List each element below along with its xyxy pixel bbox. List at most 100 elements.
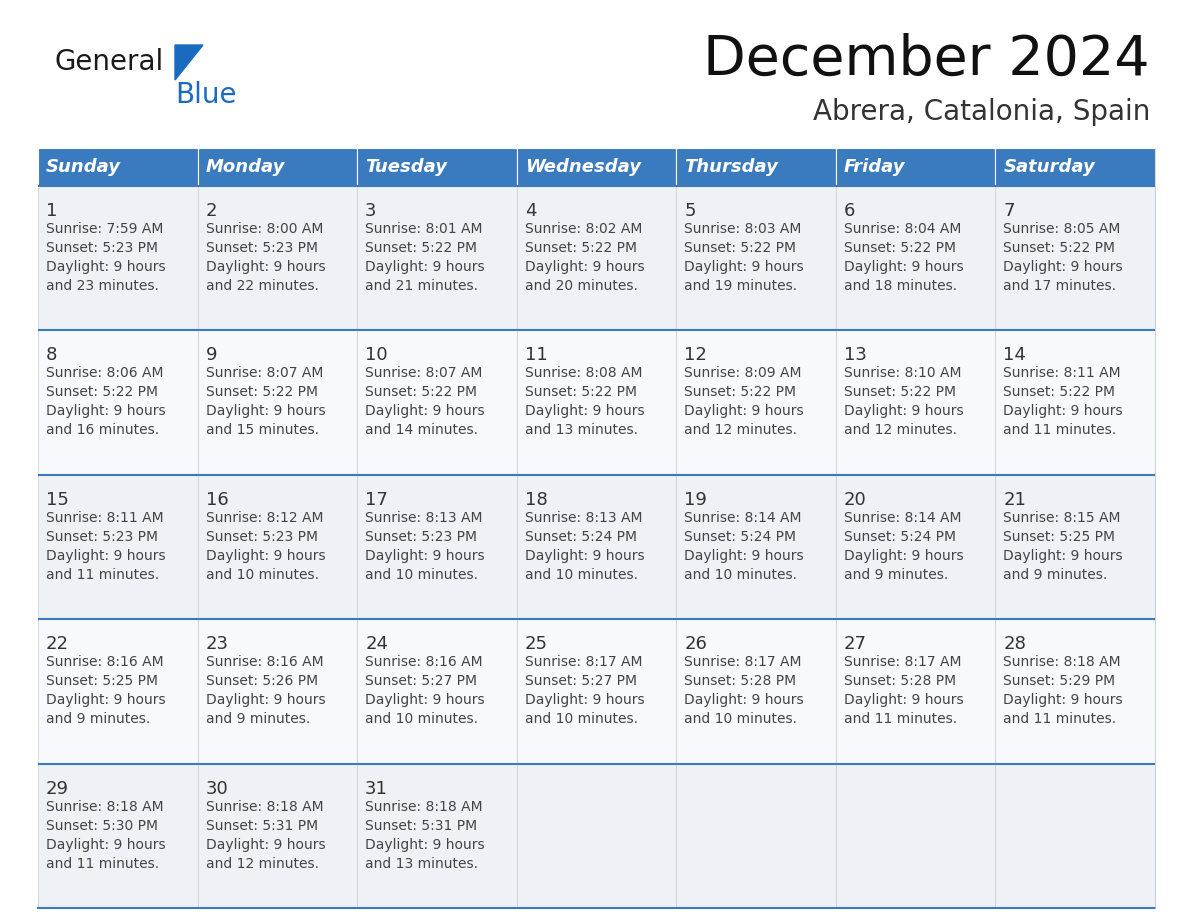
Text: 8: 8 xyxy=(46,346,57,364)
Text: and 21 minutes.: and 21 minutes. xyxy=(365,279,478,293)
Text: Sunset: 5:24 PM: Sunset: 5:24 PM xyxy=(525,530,637,543)
Text: and 10 minutes.: and 10 minutes. xyxy=(684,712,797,726)
Bar xyxy=(358,620,517,764)
Text: Sunrise: 8:18 AM: Sunrise: 8:18 AM xyxy=(365,800,482,813)
Text: 29: 29 xyxy=(46,779,69,798)
Text: Daylight: 9 hours: Daylight: 9 hours xyxy=(206,549,326,563)
Bar xyxy=(38,475,197,620)
Text: Sunset: 5:30 PM: Sunset: 5:30 PM xyxy=(46,819,158,833)
Bar xyxy=(676,186,836,330)
Text: and 9 minutes.: and 9 minutes. xyxy=(843,568,948,582)
Text: and 11 minutes.: and 11 minutes. xyxy=(46,568,159,582)
Text: Tuesday: Tuesday xyxy=(365,158,447,176)
Text: and 9 minutes.: and 9 minutes. xyxy=(206,712,310,726)
Text: Daylight: 9 hours: Daylight: 9 hours xyxy=(684,405,804,419)
Text: Sunrise: 8:15 AM: Sunrise: 8:15 AM xyxy=(1004,510,1121,525)
Text: Sunrise: 8:03 AM: Sunrise: 8:03 AM xyxy=(684,222,802,236)
Text: and 12 minutes.: and 12 minutes. xyxy=(843,423,956,437)
Text: and 10 minutes.: and 10 minutes. xyxy=(525,712,638,726)
Text: Sunrise: 8:18 AM: Sunrise: 8:18 AM xyxy=(206,800,323,813)
Text: Sunday: Sunday xyxy=(46,158,121,176)
Bar xyxy=(517,186,676,330)
Bar xyxy=(836,148,996,186)
Bar xyxy=(197,475,358,620)
Bar xyxy=(836,764,996,908)
Text: Daylight: 9 hours: Daylight: 9 hours xyxy=(206,837,326,852)
Text: 20: 20 xyxy=(843,491,866,509)
Text: and 19 minutes.: and 19 minutes. xyxy=(684,279,797,293)
Text: Sunset: 5:22 PM: Sunset: 5:22 PM xyxy=(365,386,478,399)
Text: 4: 4 xyxy=(525,202,536,220)
Text: Sunrise: 8:16 AM: Sunrise: 8:16 AM xyxy=(365,655,482,669)
Bar xyxy=(197,330,358,475)
Text: Sunrise: 8:16 AM: Sunrise: 8:16 AM xyxy=(206,655,323,669)
Text: and 10 minutes.: and 10 minutes. xyxy=(206,568,318,582)
Bar xyxy=(996,186,1155,330)
Text: December 2024: December 2024 xyxy=(703,33,1150,87)
Text: Daylight: 9 hours: Daylight: 9 hours xyxy=(843,693,963,707)
Text: 26: 26 xyxy=(684,635,707,654)
Text: Sunset: 5:28 PM: Sunset: 5:28 PM xyxy=(843,674,956,688)
Text: 1: 1 xyxy=(46,202,57,220)
Text: Daylight: 9 hours: Daylight: 9 hours xyxy=(843,549,963,563)
Text: 5: 5 xyxy=(684,202,696,220)
Bar xyxy=(996,330,1155,475)
Text: Sunset: 5:24 PM: Sunset: 5:24 PM xyxy=(843,530,956,543)
Bar xyxy=(676,475,836,620)
Bar xyxy=(38,330,197,475)
Text: Daylight: 9 hours: Daylight: 9 hours xyxy=(1004,693,1123,707)
Text: Sunrise: 8:17 AM: Sunrise: 8:17 AM xyxy=(843,655,961,669)
Bar xyxy=(38,620,197,764)
Text: and 13 minutes.: and 13 minutes. xyxy=(365,856,478,870)
Bar xyxy=(996,620,1155,764)
Text: Daylight: 9 hours: Daylight: 9 hours xyxy=(206,405,326,419)
Text: Sunset: 5:23 PM: Sunset: 5:23 PM xyxy=(46,530,158,543)
Bar xyxy=(517,764,676,908)
Text: and 12 minutes.: and 12 minutes. xyxy=(684,423,797,437)
Text: and 10 minutes.: and 10 minutes. xyxy=(365,712,478,726)
Text: Sunrise: 8:16 AM: Sunrise: 8:16 AM xyxy=(46,655,164,669)
Text: Monday: Monday xyxy=(206,158,285,176)
Bar xyxy=(517,475,676,620)
Text: Daylight: 9 hours: Daylight: 9 hours xyxy=(365,549,485,563)
Text: Sunset: 5:27 PM: Sunset: 5:27 PM xyxy=(365,674,478,688)
Text: General: General xyxy=(55,48,164,76)
Text: and 18 minutes.: and 18 minutes. xyxy=(843,279,958,293)
Text: Daylight: 9 hours: Daylight: 9 hours xyxy=(1004,260,1123,274)
Text: Sunset: 5:24 PM: Sunset: 5:24 PM xyxy=(684,530,796,543)
Text: Sunrise: 8:00 AM: Sunrise: 8:00 AM xyxy=(206,222,323,236)
Text: 3: 3 xyxy=(365,202,377,220)
Text: Daylight: 9 hours: Daylight: 9 hours xyxy=(46,837,165,852)
Text: Daylight: 9 hours: Daylight: 9 hours xyxy=(206,693,326,707)
Text: and 22 minutes.: and 22 minutes. xyxy=(206,279,318,293)
Text: and 9 minutes.: and 9 minutes. xyxy=(1004,568,1107,582)
Text: Daylight: 9 hours: Daylight: 9 hours xyxy=(843,260,963,274)
Text: Sunrise: 8:07 AM: Sunrise: 8:07 AM xyxy=(365,366,482,380)
Bar xyxy=(38,764,197,908)
Text: Daylight: 9 hours: Daylight: 9 hours xyxy=(525,549,644,563)
Bar xyxy=(197,764,358,908)
Text: 2: 2 xyxy=(206,202,217,220)
Text: Daylight: 9 hours: Daylight: 9 hours xyxy=(1004,405,1123,419)
Text: Sunrise: 8:12 AM: Sunrise: 8:12 AM xyxy=(206,510,323,525)
Text: and 17 minutes.: and 17 minutes. xyxy=(1004,279,1117,293)
Text: Sunrise: 8:02 AM: Sunrise: 8:02 AM xyxy=(525,222,642,236)
Bar xyxy=(358,148,517,186)
Bar xyxy=(996,764,1155,908)
Bar xyxy=(996,475,1155,620)
Polygon shape xyxy=(175,45,203,80)
Text: Sunset: 5:29 PM: Sunset: 5:29 PM xyxy=(1004,674,1116,688)
Text: Daylight: 9 hours: Daylight: 9 hours xyxy=(684,693,804,707)
Text: Daylight: 9 hours: Daylight: 9 hours xyxy=(684,549,804,563)
Bar xyxy=(197,620,358,764)
Text: 10: 10 xyxy=(365,346,387,364)
Text: 7: 7 xyxy=(1004,202,1015,220)
Text: Sunset: 5:22 PM: Sunset: 5:22 PM xyxy=(1004,241,1116,255)
Text: Daylight: 9 hours: Daylight: 9 hours xyxy=(525,693,644,707)
Text: and 10 minutes.: and 10 minutes. xyxy=(365,568,478,582)
Text: 16: 16 xyxy=(206,491,228,509)
Text: Daylight: 9 hours: Daylight: 9 hours xyxy=(365,837,485,852)
Bar xyxy=(836,186,996,330)
Text: Daylight: 9 hours: Daylight: 9 hours xyxy=(365,405,485,419)
Text: Sunrise: 8:10 AM: Sunrise: 8:10 AM xyxy=(843,366,961,380)
